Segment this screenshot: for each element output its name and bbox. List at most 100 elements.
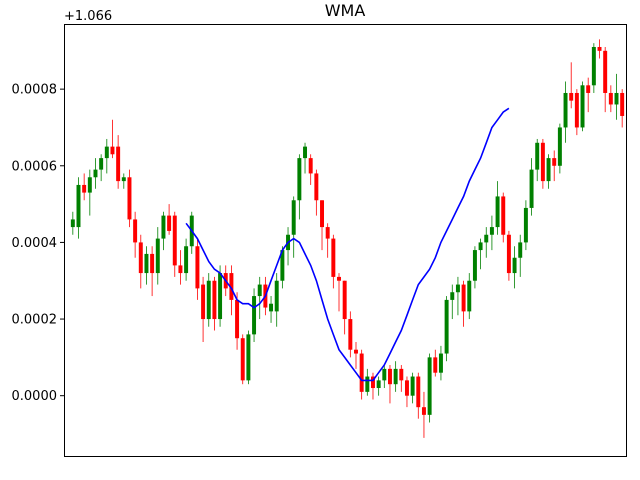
candle-body-up — [87, 177, 92, 193]
candle-body-up — [70, 219, 75, 228]
candle-body-up — [591, 46, 596, 86]
candle-body-down — [178, 265, 183, 274]
candle-body-down — [150, 253, 155, 274]
candle-body-down — [110, 146, 115, 155]
candle-body-down — [127, 177, 132, 220]
candle-body-down — [371, 376, 375, 389]
candle-body-down — [354, 349, 358, 354]
candle-body-up — [614, 92, 619, 105]
candle-body-down — [501, 196, 506, 235]
candle-body-down — [404, 380, 409, 396]
candle-body-up — [257, 284, 262, 297]
candle-body-up — [523, 207, 528, 243]
candle-body-down — [348, 319, 353, 350]
candle-body-up — [144, 253, 149, 274]
y-tick-label: 0.0002 — [12, 313, 58, 328]
candle-body-up — [184, 246, 189, 274]
candle-body-up — [393, 368, 398, 385]
candle-body-up — [99, 158, 104, 170]
candle-body-down — [337, 276, 341, 281]
candle-body-down — [597, 46, 602, 51]
candle-body-up — [427, 357, 432, 415]
y-tick-label: 0.0004 — [12, 236, 58, 251]
candle-body-down — [229, 273, 234, 300]
candle-body-down — [586, 85, 591, 93]
candle-body-up — [495, 196, 500, 228]
candle-body-down — [416, 376, 421, 408]
candle-body-up — [512, 257, 517, 274]
candle-body-down — [201, 284, 206, 320]
candle-body-down — [82, 184, 87, 193]
candle-body-up — [382, 368, 387, 381]
candle-body-up — [535, 142, 540, 170]
candle-body-down — [133, 219, 138, 243]
candle-body-down — [603, 50, 608, 93]
candle-body-up — [93, 169, 98, 178]
candle-body-down — [433, 357, 438, 373]
candle-body-up — [269, 303, 274, 312]
y-axis-offset-label: +1.066 — [64, 9, 112, 24]
candle-body-down — [387, 368, 392, 385]
candle-body-down — [569, 92, 574, 101]
candle-body-up — [450, 292, 455, 300]
candle-body-up — [246, 334, 251, 381]
candle-body-up — [155, 238, 160, 274]
candle-body-down — [314, 173, 319, 201]
plot-frame — [64, 24, 627, 457]
candle-body-down — [235, 299, 240, 339]
y-tick-label: 0.0000 — [12, 389, 58, 404]
candle-body-down — [116, 146, 121, 182]
candle-body-down — [552, 158, 557, 166]
candle-body-up — [472, 250, 477, 281]
candle-body-up — [484, 234, 489, 243]
candle-body-down — [320, 200, 324, 228]
candle-body-down — [325, 227, 330, 239]
candle-body-down — [342, 280, 347, 320]
candle-body-down — [540, 142, 545, 182]
candle-body-up — [76, 184, 81, 228]
candle-body-up — [557, 127, 562, 166]
candle-body-up — [303, 146, 308, 159]
candle-body-up — [297, 158, 302, 201]
chart-title: WMA — [325, 1, 366, 20]
candle-body-down — [331, 238, 336, 277]
candle-body-up — [410, 376, 415, 396]
candle-body-up — [161, 215, 166, 239]
candle-body-up — [546, 158, 551, 182]
candle-body-down — [359, 353, 364, 392]
candle-body-up — [563, 92, 568, 128]
candle-body-up — [455, 284, 460, 293]
candles — [70, 39, 625, 438]
candle-body-down — [574, 92, 579, 128]
y-tick-label: 0.0006 — [12, 159, 58, 174]
candle-body-down — [308, 158, 313, 174]
candle-body-down — [172, 215, 177, 266]
candle-body-up — [291, 200, 296, 235]
candle-body-down — [620, 92, 625, 116]
candle-body-down — [195, 246, 200, 289]
candle-body-up — [444, 299, 449, 354]
candle-body-up — [376, 380, 381, 389]
wma-line — [185, 107, 510, 382]
candle-body-up — [365, 376, 370, 392]
y-axis: 0.0000 0.0002 0.0004 0.0006 0.0008 — [12, 83, 64, 404]
candle-body-up — [206, 280, 211, 320]
candle-body-up — [121, 177, 126, 182]
candle-body-down — [608, 92, 613, 105]
candle-body-down — [421, 407, 426, 415]
candle-body-down — [506, 234, 511, 274]
candle-body-up — [274, 280, 279, 312]
candle-body-up — [489, 227, 494, 235]
candle-body-down — [138, 242, 143, 274]
candle-body-up — [218, 273, 223, 320]
candle-body-up — [252, 296, 257, 335]
candle-body-up — [104, 146, 109, 159]
candle-body-up — [478, 242, 483, 251]
candle-body-down — [399, 368, 404, 381]
y-tick-label: 0.0008 — [12, 83, 58, 98]
candle-body-down — [461, 284, 466, 312]
candle-body-up — [467, 280, 472, 312]
candle-body-up — [438, 353, 443, 373]
candle-body-up — [580, 85, 585, 128]
